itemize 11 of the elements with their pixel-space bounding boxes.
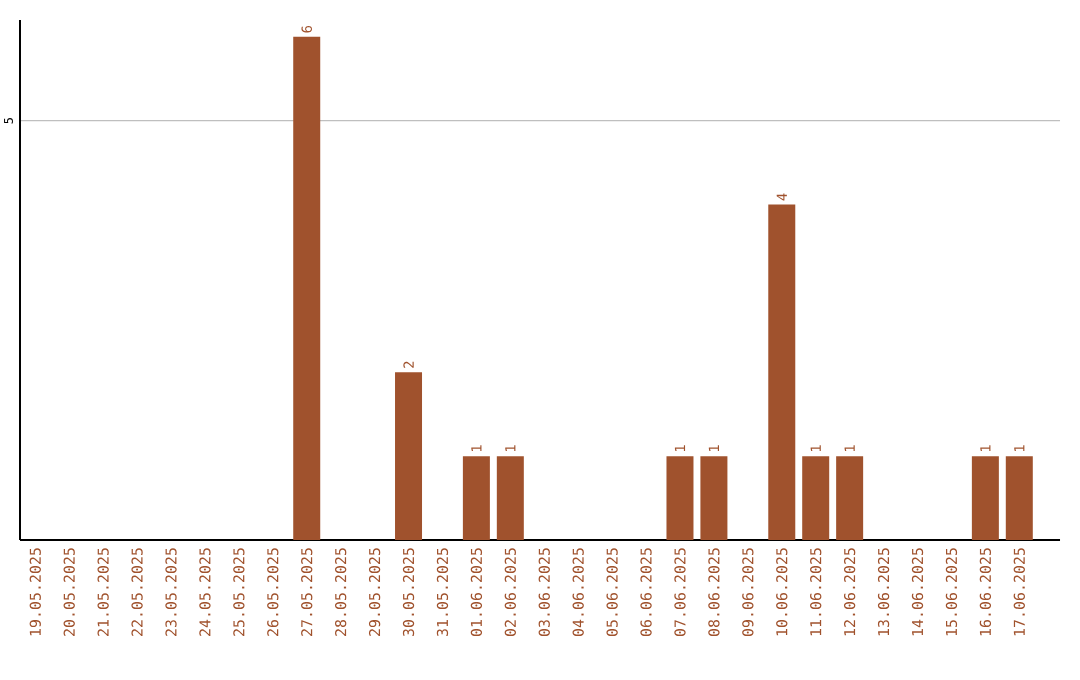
bar	[293, 36, 321, 540]
bar	[666, 456, 694, 540]
bar	[836, 456, 864, 540]
bar	[700, 456, 728, 540]
bar	[802, 456, 830, 540]
bar	[496, 456, 524, 540]
bar	[768, 204, 796, 540]
bar	[462, 456, 490, 540]
bar	[971, 456, 999, 540]
bar	[1005, 456, 1033, 540]
bar	[395, 372, 423, 540]
